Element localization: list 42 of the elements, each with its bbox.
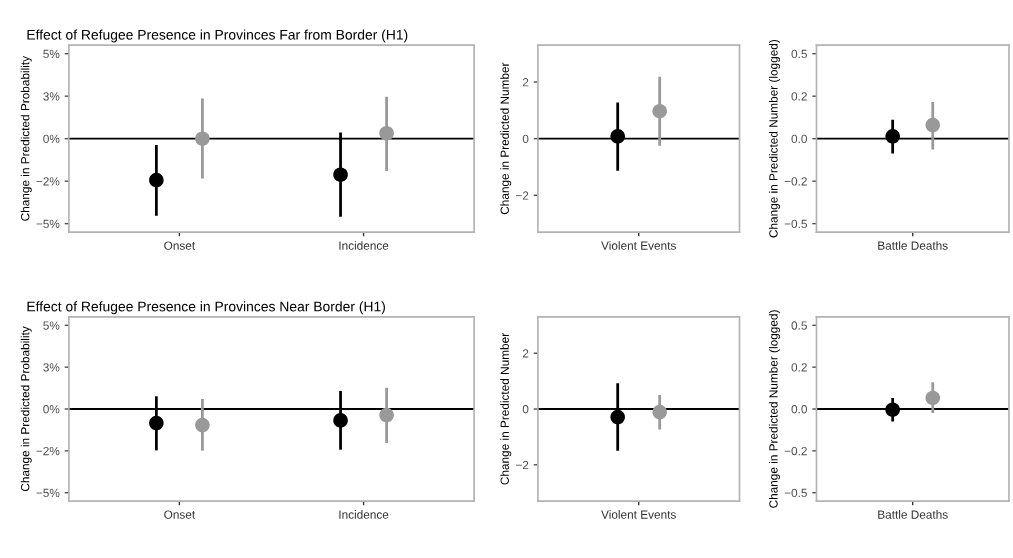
x-tick-label: Battle Deaths [878,241,948,250]
y-axis-title: Change in Predicted Number [500,333,512,485]
x-tick-label: Battle Deaths [878,510,948,519]
x-tick-label: Incidence [339,510,389,519]
y-axis-title: Change in Predicted Number (logged) [768,310,780,508]
x-tick-label: Violent Events [601,241,676,250]
y-tick-label: 0.0 [791,405,807,414]
y-axis-title: Change in Predicted Number [500,62,512,215]
y-tick-label: −0.5 [784,219,807,229]
y-axis-title: Change in Predicted Probability [20,326,32,492]
y-tick-label: 0.5 [791,321,807,330]
y-tick-label: 2 [522,78,529,87]
y-axis-title: Change in Predicted Probability [20,55,32,221]
y-axis-title: Change in Predicted Number (logged) [768,39,780,238]
y-tick-label: 0% [43,405,60,414]
y-tick-label: 3% [43,363,60,372]
y-tick-label: −5% [36,219,60,229]
y-tick-label: 0.5 [791,49,807,59]
x-tick-label: Violent Events [601,510,676,519]
y-tick-label: 0.0 [791,134,807,144]
y-tick-label: −2% [36,177,60,186]
y-tick-label: −2 [516,460,529,470]
y-tick-label: 5% [43,49,60,59]
y-tick-label: −5% [36,488,60,498]
y-tick-label: −0.2 [784,177,807,186]
chart-title: Effect of Refugee Presence in Provinces Near Border (H1) [27,301,385,315]
y-tick-label: 0.2 [791,92,807,101]
x-tick-label: Onset [164,241,196,250]
y-tick-label: 2 [522,349,529,358]
y-tick-label: 0% [43,134,60,144]
y-tick-label: 0 [522,134,529,144]
y-tick-label: −0.5 [784,488,807,498]
y-tick-label: 0 [522,405,529,414]
y-tick-label: 3% [43,92,60,101]
y-tick-label: 5% [43,321,60,330]
y-tick-label: −0.2 [784,446,807,456]
y-tick-label: −2% [36,446,60,456]
chart-title: Effect of Refugee Presence in Provinces Far from Border (H1) [27,29,408,43]
y-tick-label: 0.2 [791,363,807,372]
x-tick-label: Onset [164,510,196,519]
y-tick-label: −2 [516,191,529,200]
x-tick-label: Incidence [339,241,389,250]
